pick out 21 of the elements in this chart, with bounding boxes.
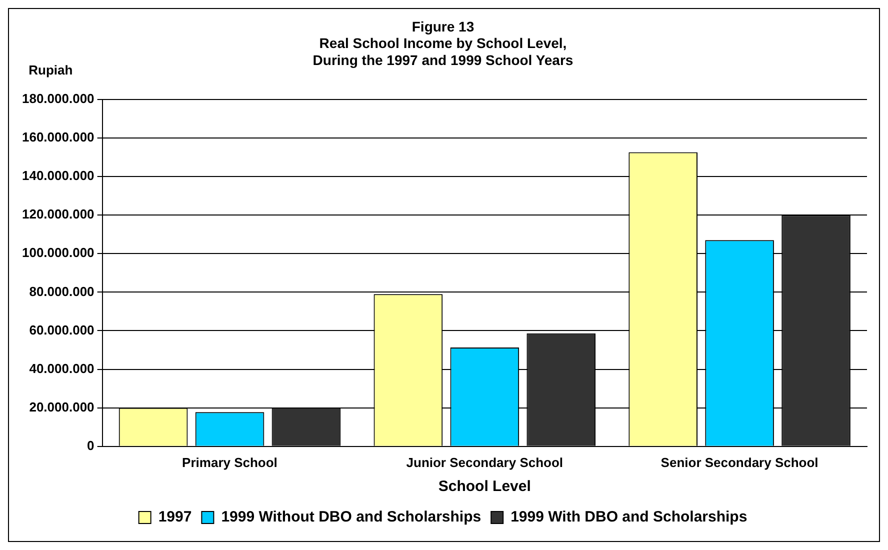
text: Real School Income by School Level, bbox=[319, 35, 567, 52]
text: During the 1997 and 1999 School Years bbox=[312, 52, 574, 68]
legend-label: 1999 With DBO and Scholarships bbox=[510, 508, 748, 526]
x-axis-title: School Level bbox=[438, 478, 531, 496]
y-tick-label: 40.000.000 bbox=[29, 360, 94, 376]
y-tick-label: 180.000.000 bbox=[22, 90, 94, 106]
x-tick-label: Senior Secondary School bbox=[660, 454, 818, 470]
y-tick-label: 0 bbox=[87, 438, 94, 453]
y-tick-label: 120.000.000 bbox=[22, 206, 94, 222]
y-tick-label: 160.000.000 bbox=[22, 130, 94, 145]
legend-label: 1997 bbox=[158, 508, 192, 526]
y-tick-label: 60.000.000 bbox=[29, 322, 94, 338]
y-tick-label: 100.000.000 bbox=[22, 245, 94, 260]
y-axis-title: Rupiah bbox=[28, 62, 73, 78]
y-tick-label: 20.000.000 bbox=[29, 399, 94, 414]
y-tick-label: 140.000.000 bbox=[22, 168, 94, 184]
x-tick-label: Junior Secondary School bbox=[406, 454, 564, 470]
text: Figure 13 bbox=[412, 18, 474, 34]
legend-label: 1999 Without DBO and Scholarships bbox=[221, 508, 482, 526]
y-tick-label: 80.000.000 bbox=[29, 284, 94, 299]
x-tick-label: Primary School bbox=[182, 454, 278, 470]
